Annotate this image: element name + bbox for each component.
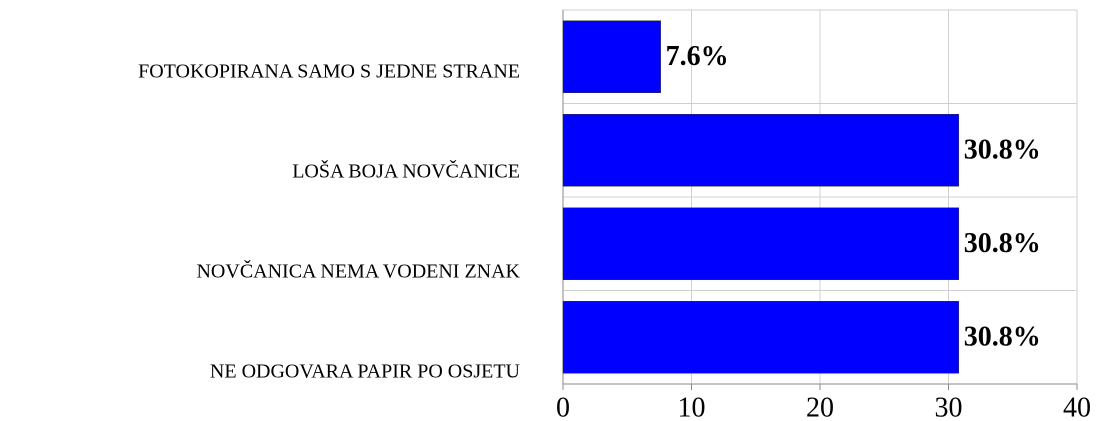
bar — [562, 207, 960, 280]
y-tick-label: FOTOKOPIRANA SAMO S JEDNE STRANE — [138, 60, 520, 82]
value-label: 30.8% — [964, 135, 1041, 166]
bar — [562, 20, 661, 93]
y-tick-label: NE ODGOVARA PAPIR PO OSJETU — [210, 360, 521, 382]
value-label: 30.8% — [964, 322, 1041, 353]
bar — [562, 114, 960, 187]
x-tick-label: 30 — [935, 392, 963, 421]
x-tick-label: 0 — [556, 392, 570, 421]
x-tick-label: 40 — [1063, 392, 1091, 421]
value-label: 30.8% — [964, 228, 1041, 259]
bar — [562, 301, 960, 374]
y-tick-label: NOVČANICA NEMA VODENI ZNAK — [196, 258, 520, 282]
value-label: 7.6% — [666, 41, 729, 72]
y-tick-label: LOŠA BOJA NOVČANICE — [292, 158, 520, 182]
x-tick-label: 20 — [806, 392, 834, 421]
x-tick-label: 10 — [678, 392, 706, 421]
